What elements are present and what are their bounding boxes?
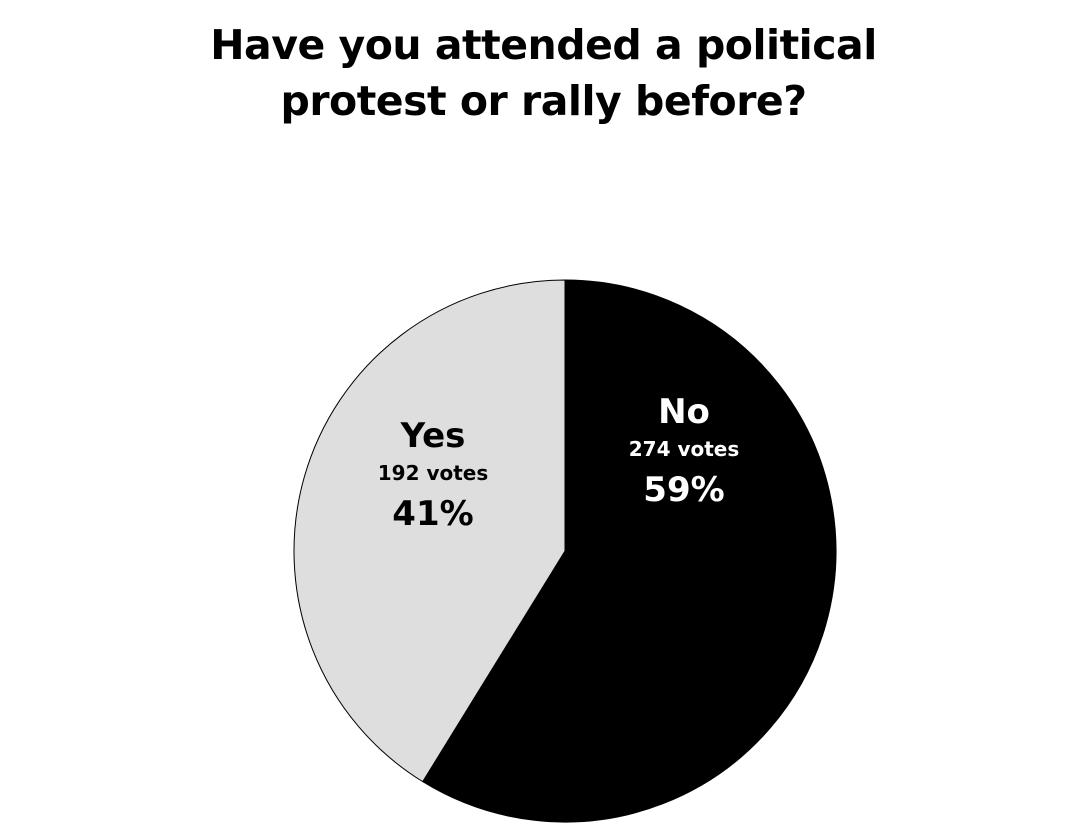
pie-slice-no (422, 279, 837, 823)
chart-title-line-2: protest or rally before? (280, 77, 807, 125)
chart-title-line-1: Have you attended a political (210, 21, 877, 69)
slice-label-no: No (658, 392, 710, 432)
slice-label-yes: Yes (400, 416, 466, 456)
pie-slice-yes (293, 279, 566, 783)
slice-percent-yes: 41% (392, 494, 473, 534)
slice-votes-no: 274 votes (629, 437, 740, 461)
pie-slices (293, 279, 837, 823)
pie-labels: No 274 votes 59% Yes 192 votes 41% (378, 392, 740, 534)
slice-percent-no: 59% (643, 470, 724, 510)
slice-votes-yes: 192 votes (378, 461, 489, 485)
